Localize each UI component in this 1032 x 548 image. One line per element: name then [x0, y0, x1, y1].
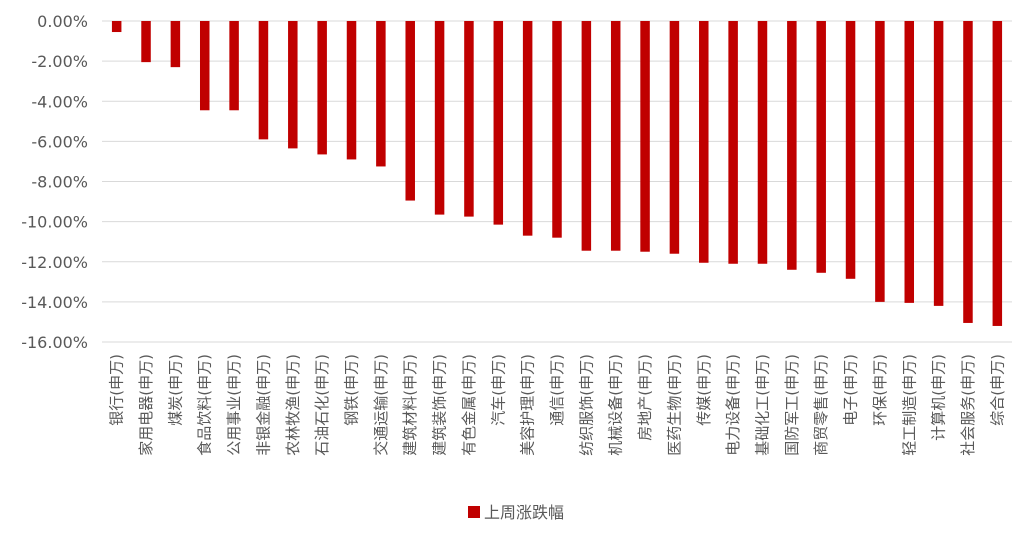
bar: [787, 21, 797, 270]
y-tick-label: -14.00%: [21, 293, 88, 312]
bar: [699, 21, 709, 263]
legend: 上周涨跌幅: [468, 503, 564, 522]
x-category-label: 环保(申万): [871, 354, 889, 426]
bar: [141, 21, 151, 63]
x-category-label: 建筑装饰(申万): [431, 354, 449, 456]
bar: [875, 21, 885, 302]
x-axis-category-labels: 银行(申万) 家用电器(申万) 煤炭(申万) 食品饮料(申万) 公用事业(申万) 非银金融…: [108, 354, 1007, 456]
bar: [581, 21, 592, 251]
x-category-label: 传媒(申万): [695, 354, 713, 426]
x-category-label: 农林牧渔(申万): [284, 354, 302, 456]
x-category-label: 食品饮料(申万): [196, 354, 214, 456]
bar: [434, 21, 445, 215]
bar: [464, 21, 474, 217]
bar: [376, 21, 386, 167]
x-category-label: 电子(申万): [842, 354, 860, 426]
x-category-label: 纺织服饰(申万): [577, 354, 595, 456]
bar: [170, 21, 181, 68]
x-category-label: 家用电器(申万): [137, 354, 155, 456]
y-tick-label: -4.00%: [31, 92, 88, 111]
bar: [522, 21, 533, 236]
legend-label: 上周涨跌幅: [484, 503, 564, 522]
bar: [904, 21, 915, 303]
x-category-label: 美容护理(申万): [519, 354, 537, 456]
bar: [610, 21, 621, 251]
x-category-label: 国防军工(申万): [783, 354, 801, 456]
x-category-label: 社会服务(申万): [959, 354, 977, 456]
bars: [111, 21, 1003, 326]
bar: [317, 21, 327, 155]
bar: [640, 21, 650, 252]
x-category-label: 电力设备(申万): [724, 354, 742, 456]
x-category-label: 石油石化(申万): [313, 354, 331, 456]
bar: [111, 21, 122, 33]
bar: [845, 21, 856, 279]
x-category-label: 计算机(申万): [930, 354, 948, 441]
legend-swatch: [468, 506, 480, 518]
x-category-label: 汽车(申万): [489, 354, 507, 426]
bar: [346, 21, 357, 160]
x-category-label: 交通运输(申万): [372, 354, 390, 456]
y-tick-label: -10.00%: [21, 213, 88, 232]
bar: [669, 21, 680, 254]
x-category-label: 建筑材料(申万): [401, 354, 419, 456]
bar: [757, 21, 768, 264]
x-category-label: 轻工制造(申万): [900, 354, 918, 456]
y-tick-label: -8.00%: [31, 173, 88, 192]
bar: [963, 21, 973, 323]
x-category-label: 有色金属(申万): [460, 354, 478, 456]
bar: [199, 21, 210, 111]
bar: [992, 21, 1003, 326]
bar: [229, 21, 239, 111]
x-category-label: 银行(申万): [108, 354, 126, 426]
bar: [728, 21, 738, 264]
x-category-label: 房地产(申万): [636, 354, 654, 441]
x-category-label: 综合(申万): [988, 354, 1006, 426]
bar: [288, 21, 298, 149]
x-category-label: 通信(申万): [548, 354, 566, 426]
x-category-label: 商贸零售(申万): [812, 354, 830, 456]
y-tick-label: 0.00%: [37, 12, 88, 31]
y-tick-label: -6.00%: [31, 132, 88, 151]
x-category-label: 医药生物(申万): [665, 354, 683, 456]
bar: [405, 21, 415, 201]
y-tick-label: -16.00%: [21, 333, 88, 352]
y-tick-label: -2.00%: [31, 52, 88, 71]
y-tick-label: -12.00%: [21, 253, 88, 272]
bar: [552, 21, 562, 238]
bar: [933, 21, 944, 306]
y-axis-tick-labels: 0.00% -2.00% -4.00% -6.00% -8.00% -10.00% -12.…: [21, 12, 88, 352]
bar: [258, 21, 269, 140]
x-category-label: 非银金融(申万): [254, 354, 272, 456]
x-category-label: 机械设备(申万): [607, 354, 625, 456]
bar: [816, 21, 826, 273]
bar: [493, 21, 504, 225]
x-category-label: 基础化工(申万): [753, 354, 771, 456]
x-category-label: 公用事业(申万): [225, 354, 243, 456]
x-category-label: 钢铁(申万): [343, 354, 361, 426]
x-category-label: 煤炭(申万): [166, 354, 184, 426]
